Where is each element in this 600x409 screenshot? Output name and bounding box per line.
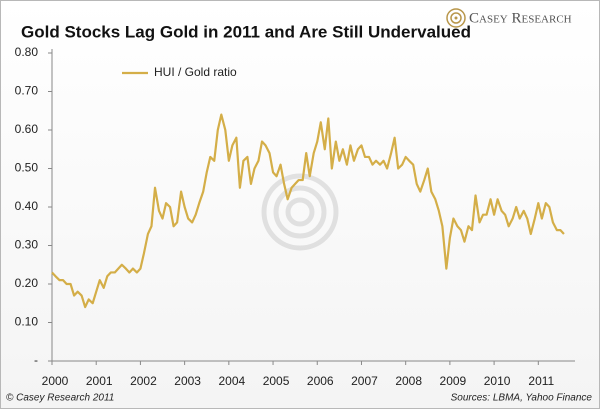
watermark — [261, 173, 339, 251]
x-tick-label: 2006 — [307, 374, 334, 388]
logo-ring — [450, 12, 462, 24]
x-tick-label: 2004 — [218, 374, 245, 388]
logo-ring — [446, 8, 466, 28]
x-tick-label: 2002 — [130, 374, 157, 388]
y-tick-label: 0.10 — [15, 315, 39, 329]
source: Sources: LBMA, Yahoo Finance — [451, 393, 593, 404]
x-tick-label: 2011 — [528, 374, 554, 388]
logo-text: Casey Research — [469, 10, 572, 26]
copyright: © Casey Research 2011 — [6, 393, 114, 404]
y-tick-label: 0.50 — [15, 161, 39, 175]
x-tick-label: 2001 — [86, 374, 113, 388]
y-tick-label: 0.80 — [15, 45, 39, 59]
y-tick-label: - — [34, 353, 38, 367]
y-tick-label: 0.70 — [15, 84, 39, 98]
watermark-ring — [261, 173, 339, 251]
data-line — [51, 113, 565, 309]
watermark-ring — [285, 197, 315, 227]
y-tick-label: 0.20 — [15, 276, 39, 290]
x-tick-label: 2009 — [440, 374, 467, 388]
watermark-ring — [273, 185, 327, 239]
x-tick-label: 2008 — [395, 374, 422, 388]
y-tick-label: 0.60 — [15, 122, 39, 136]
chart-title: Gold Stocks Lag Gold in 2011 and Are Sti… — [21, 22, 471, 41]
x-tick-label: 2007 — [351, 374, 378, 388]
legend-label: HUI / Gold ratio — [154, 65, 237, 79]
x-tick-label: 2010 — [484, 374, 511, 388]
y-tick-label: 0.40 — [15, 199, 39, 213]
logo-dot — [454, 16, 458, 20]
y-tick-label: 0.30 — [15, 238, 39, 252]
logo: Casey Research — [446, 8, 572, 28]
x-tick-label: 2000 — [42, 374, 69, 388]
x-tick-label: 2003 — [174, 374, 201, 388]
x-tick-label: 2005 — [263, 374, 290, 388]
